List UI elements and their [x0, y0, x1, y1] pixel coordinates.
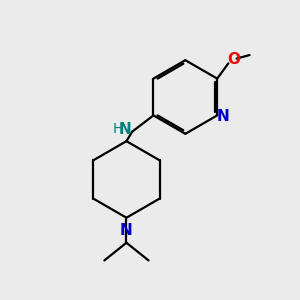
Text: O: O [227, 52, 240, 67]
Text: N: N [216, 110, 229, 124]
Text: N: N [120, 223, 133, 238]
Text: H: H [112, 122, 123, 136]
Text: N: N [119, 122, 132, 137]
